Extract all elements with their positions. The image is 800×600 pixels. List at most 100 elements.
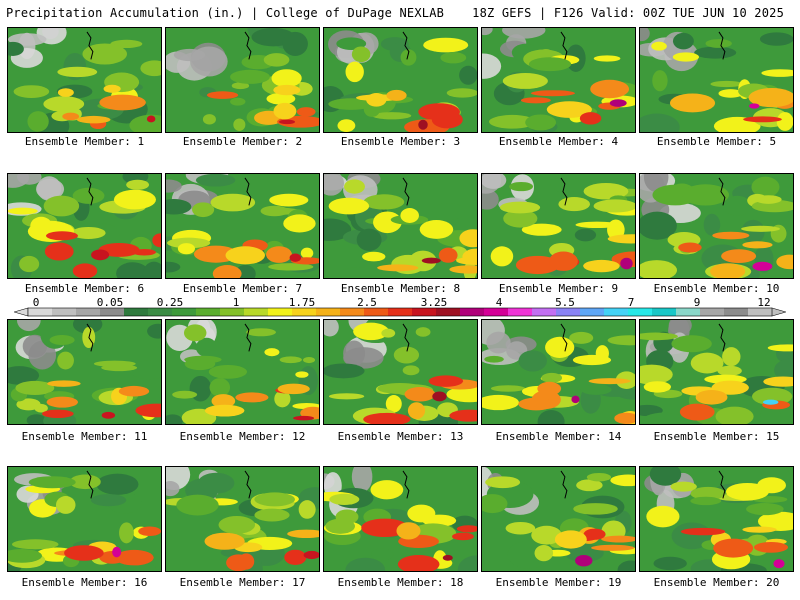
precip-map-8 (324, 174, 477, 278)
precip-map-4 (482, 28, 635, 132)
colorbar-swatch (484, 308, 509, 316)
colorbar-tick-label: 7 (628, 296, 635, 309)
colorbar-swatch (28, 308, 53, 316)
precip-map-17 (166, 467, 319, 571)
panel-caption: Ensemble Member: 7 (182, 282, 303, 295)
precip-map-panel (639, 27, 794, 133)
precip-map-panel (639, 466, 794, 572)
precip-map-panel (481, 27, 636, 133)
colorbar-left-arrow (14, 307, 29, 317)
colorbar-tick-label: 1 (233, 296, 240, 309)
panel-caption: Ensemble Member: 16 (21, 576, 148, 589)
panel-caption: Ensemble Member: 8 (340, 282, 461, 295)
precip-map-panel (165, 466, 320, 572)
precip-map-panel (165, 27, 320, 133)
colorbar-tick-label: 0.25 (157, 296, 184, 309)
precip-map-panel (323, 319, 478, 425)
panel-caption: Ensemble Member: 4 (498, 135, 619, 148)
colorbar-swatch (676, 308, 701, 316)
colorbar-swatch (244, 308, 269, 316)
panel-caption: Ensemble Member: 12 (179, 430, 306, 443)
colorbar-swatch (100, 308, 125, 316)
colorbar-swatch (748, 308, 773, 316)
colorbar-swatch (556, 308, 581, 316)
colorbar-swatch (604, 308, 629, 316)
precip-map-panel (7, 27, 162, 133)
colorbar-swatch (532, 308, 557, 316)
panel-caption: Ensemble Member: 20 (653, 576, 780, 589)
colorbar-swatch (580, 308, 605, 316)
precip-map-1 (8, 28, 161, 132)
page-title: Precipitation Accumulation (in.) | Colle… (6, 6, 445, 20)
precip-map-18 (324, 467, 477, 571)
colorbar-swatch (700, 308, 725, 316)
colorbar-tick-label: 9 (694, 296, 701, 309)
colorbar-swatch (196, 308, 221, 316)
colorbar-swatch (412, 308, 437, 316)
precip-map-panel (323, 466, 478, 572)
precip-map-3 (324, 28, 477, 132)
precip-map-11 (8, 320, 161, 424)
colorbar-swatch (364, 308, 389, 316)
precip-map-panel (639, 173, 794, 279)
precip-map-panel (639, 319, 794, 425)
colorbar-swatch (292, 308, 317, 316)
panel-caption: Ensemble Member: 19 (495, 576, 622, 589)
colorbar-tick-label: 1.75 (289, 296, 316, 309)
precip-map-16 (8, 467, 161, 571)
precip-map-panel (481, 466, 636, 572)
panel-caption: Ensemble Member: 2 (182, 135, 303, 148)
colorbar-swatch (628, 308, 653, 316)
precip-map-12 (166, 320, 319, 424)
colorbar-tick-label: 4 (496, 296, 503, 309)
colorbar-swatch (340, 308, 365, 316)
precip-map-panel (323, 27, 478, 133)
precip-map-panel (323, 173, 478, 279)
colorbar-right-arrow (771, 307, 786, 317)
colorbar-tick-label: 0 (33, 296, 40, 309)
header: Precipitation Accumulation (in.) | Colle… (0, 0, 800, 22)
colorbar-swatch (52, 308, 77, 316)
panel-caption: Ensemble Member: 13 (337, 430, 464, 443)
colorbar-swatch (268, 308, 293, 316)
colorbar-swatch (436, 308, 461, 316)
precip-map-6 (8, 174, 161, 278)
precip-colorbar: 0 0.05 0.25 1 1.75 2.5 3.25 4 5.5 7 9 12 (14, 296, 786, 320)
precip-map-14 (482, 320, 635, 424)
panel-caption: Ensemble Member: 6 (24, 282, 145, 295)
colorbar-swatch (388, 308, 413, 316)
precip-map-9 (482, 174, 635, 278)
colorbar-swatch (316, 308, 341, 316)
precip-map-13 (324, 320, 477, 424)
colorbar-swatch (652, 308, 677, 316)
colorbar-swatch (172, 308, 197, 316)
panel-caption: Ensemble Member: 1 (24, 135, 145, 148)
colorbar-swatch (124, 308, 149, 316)
precip-map-panel (7, 173, 162, 279)
precip-map-panel (7, 466, 162, 572)
panel-caption: Ensemble Member: 14 (495, 430, 622, 443)
precip-map-10 (640, 174, 793, 278)
precip-map-panel (7, 319, 162, 425)
colorbar-swatch (76, 308, 101, 316)
colorbar-swatch (220, 308, 245, 316)
precip-map-panel (481, 319, 636, 425)
colorbar-swatch (148, 308, 173, 316)
colorbar-tick-label: 0.05 (97, 296, 124, 309)
panel-caption: Ensemble Member: 9 (498, 282, 619, 295)
panel-caption: Ensemble Member: 17 (179, 576, 306, 589)
colorbar-tick-label: 5.5 (555, 296, 575, 309)
colorbar-tick-label: 12 (757, 296, 770, 309)
panel-caption: Ensemble Member: 3 (340, 135, 461, 148)
colorbar-tick-label: 2.5 (357, 296, 377, 309)
precip-map-2 (166, 28, 319, 132)
precip-map-panel (165, 319, 320, 425)
panel-caption: Ensemble Member: 11 (21, 430, 148, 443)
colorbar-tick-label: 3.25 (421, 296, 448, 309)
precip-map-7 (166, 174, 319, 278)
precip-map-20 (640, 467, 793, 571)
run-info: 18Z GEFS | F126 Valid: 00Z TUE JUN 10 20… (472, 6, 784, 20)
precip-map-15 (640, 320, 793, 424)
colorbar-swatch (460, 308, 485, 316)
panel-caption: Ensemble Member: 18 (337, 576, 464, 589)
